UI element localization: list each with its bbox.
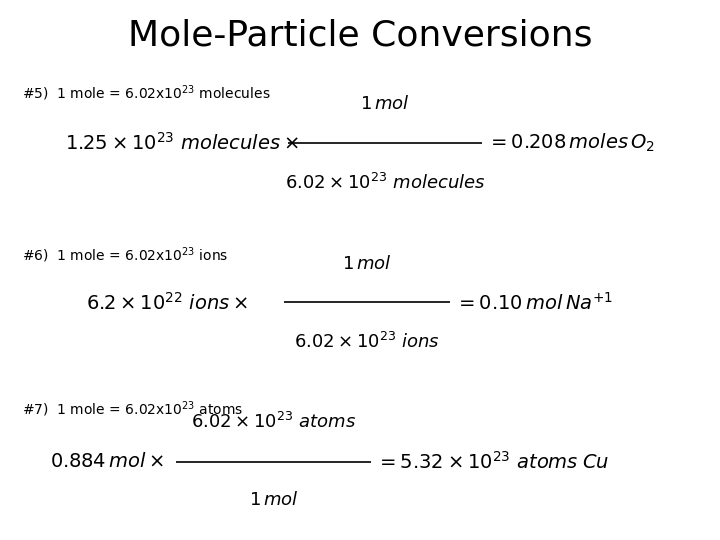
Text: Mole-Particle Conversions: Mole-Particle Conversions: [127, 19, 593, 53]
Text: $6.02\times10^{23}$ $\mathit{ions}$: $6.02\times10^{23}$ $\mathit{ions}$: [294, 332, 440, 352]
Text: $1\,\mathit{mol}$: $1\,\mathit{mol}$: [342, 255, 392, 273]
Text: $6.2\times10^{22}$ $\mathit{ions}\times$: $6.2\times10^{22}$ $\mathit{ions}\times$: [86, 292, 248, 313]
Text: $= 5.32\times10^{23}$ $\mathit{atoms}\;\mathit{Cu}$: $= 5.32\times10^{23}$ $\mathit{atoms}\;\…: [376, 451, 609, 472]
Text: #5)  1 mole = 6.02x10$^{23}$ molecules: #5) 1 mole = 6.02x10$^{23}$ molecules: [22, 84, 270, 103]
Text: $6.02\times10^{23}$ $\mathit{atoms}$: $6.02\times10^{23}$ $\mathit{atoms}$: [191, 412, 356, 432]
Text: #6)  1 mole = 6.02x10$^{23}$ ions: #6) 1 mole = 6.02x10$^{23}$ ions: [22, 246, 228, 265]
Text: #7)  1 mole = 6.02x10$^{23}$ atoms: #7) 1 mole = 6.02x10$^{23}$ atoms: [22, 400, 243, 419]
Text: $1\,\mathit{mol}$: $1\,\mathit{mol}$: [248, 491, 299, 509]
Text: $1\,\mathit{mol}$: $1\,\mathit{mol}$: [360, 96, 410, 113]
Text: $= 0.10\,\mathit{mol}\,\mathit{Na}^{+1}$: $= 0.10\,\mathit{mol}\,\mathit{Na}^{+1}$: [455, 292, 613, 313]
Text: $= 0.208\,\mathit{moles}\,\mathit{O}_2$: $= 0.208\,\mathit{moles}\,\mathit{O}_2$: [487, 132, 655, 154]
Text: $6.02\times10^{23}$ $\mathit{molecules}$: $6.02\times10^{23}$ $\mathit{molecules}$: [285, 173, 485, 193]
Text: $1.25\times10^{23}$ $\mathit{molecules}\times$: $1.25\times10^{23}$ $\mathit{molecules}\…: [65, 132, 299, 154]
Text: $0.884\,\mathit{mol}\times$: $0.884\,\mathit{mol}\times$: [50, 452, 165, 471]
